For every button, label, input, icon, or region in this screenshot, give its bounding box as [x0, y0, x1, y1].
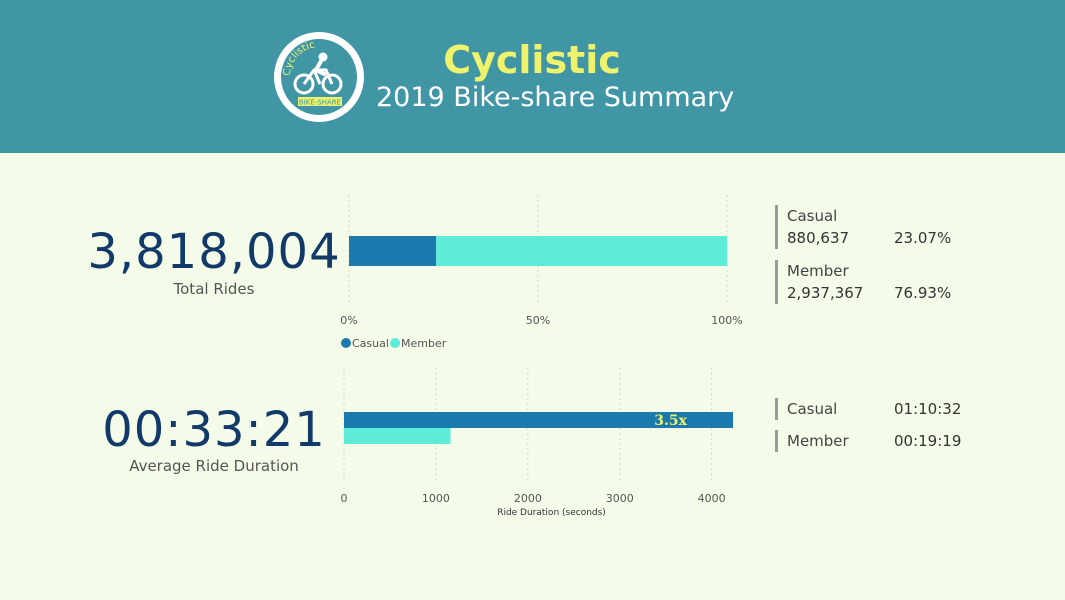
legend-label-member: Member — [401, 337, 447, 350]
total-rides-label: Total Rides — [173, 280, 255, 298]
stat-name: Member — [787, 262, 849, 280]
x-tick-label: 0 — [341, 492, 348, 505]
total-rides-value: 3,818,004 — [87, 224, 341, 280]
stat-percent: 23.07% — [894, 229, 952, 247]
avg-duration-label: Average Ride Duration — [129, 457, 299, 475]
bar-member — [344, 428, 451, 444]
x-tick-label: 0% — [340, 314, 357, 327]
ratio-annotation: 3.5x — [654, 413, 687, 429]
avg-duration-value: 00:33:21 — [102, 402, 326, 458]
stat-name: Casual — [787, 400, 838, 418]
duration-stat-casual: Casual 01:10:32 — [775, 398, 961, 420]
rides-stat-casual: Casual 880,637 23.07% — [775, 205, 951, 249]
stat-name: Member — [787, 432, 849, 450]
page-subtitle: 2019 Bike-share Summary — [376, 82, 735, 113]
legend-marker-member — [390, 338, 400, 348]
rides-stat-member: Member 2,937,367 76.93% — [775, 260, 951, 304]
stat-count: 2,937,367 — [787, 284, 864, 302]
stat-name: Casual — [787, 207, 838, 225]
x-tick-label: 4000 — [698, 492, 726, 505]
bar-casual — [349, 236, 437, 266]
duration-stat-member: Member 00:19:19 — [775, 430, 961, 452]
stat-percent: 76.93% — [894, 284, 952, 302]
x-tick-label: 3000 — [606, 492, 634, 505]
brand-title: Cyclistic — [443, 38, 621, 82]
stat-count: 880,637 — [787, 229, 850, 247]
stat-time: 00:19:19 — [894, 432, 962, 450]
cyclistic-logo: Cyclistic BIKE-SHARE — [274, 32, 364, 122]
x-tick-label: 1000 — [422, 492, 450, 505]
x-tick-label: 100% — [711, 314, 742, 327]
bar-casual — [344, 412, 733, 428]
x-tick-label: 50% — [526, 314, 550, 327]
legend-label-casual: Casual — [352, 337, 389, 350]
bar-member — [436, 236, 727, 266]
stat-time: 01:10:32 — [894, 400, 962, 418]
logo-text-bottom: BIKE-SHARE — [299, 99, 341, 107]
legend-marker-casual — [341, 338, 351, 348]
header-banner: Cyclistic BIKE-SHARE Cyclistic 2019 Bike… — [0, 0, 1065, 153]
x-axis-label: Ride Duration (seconds) — [497, 508, 606, 518]
x-tick-label: 2000 — [514, 492, 542, 505]
